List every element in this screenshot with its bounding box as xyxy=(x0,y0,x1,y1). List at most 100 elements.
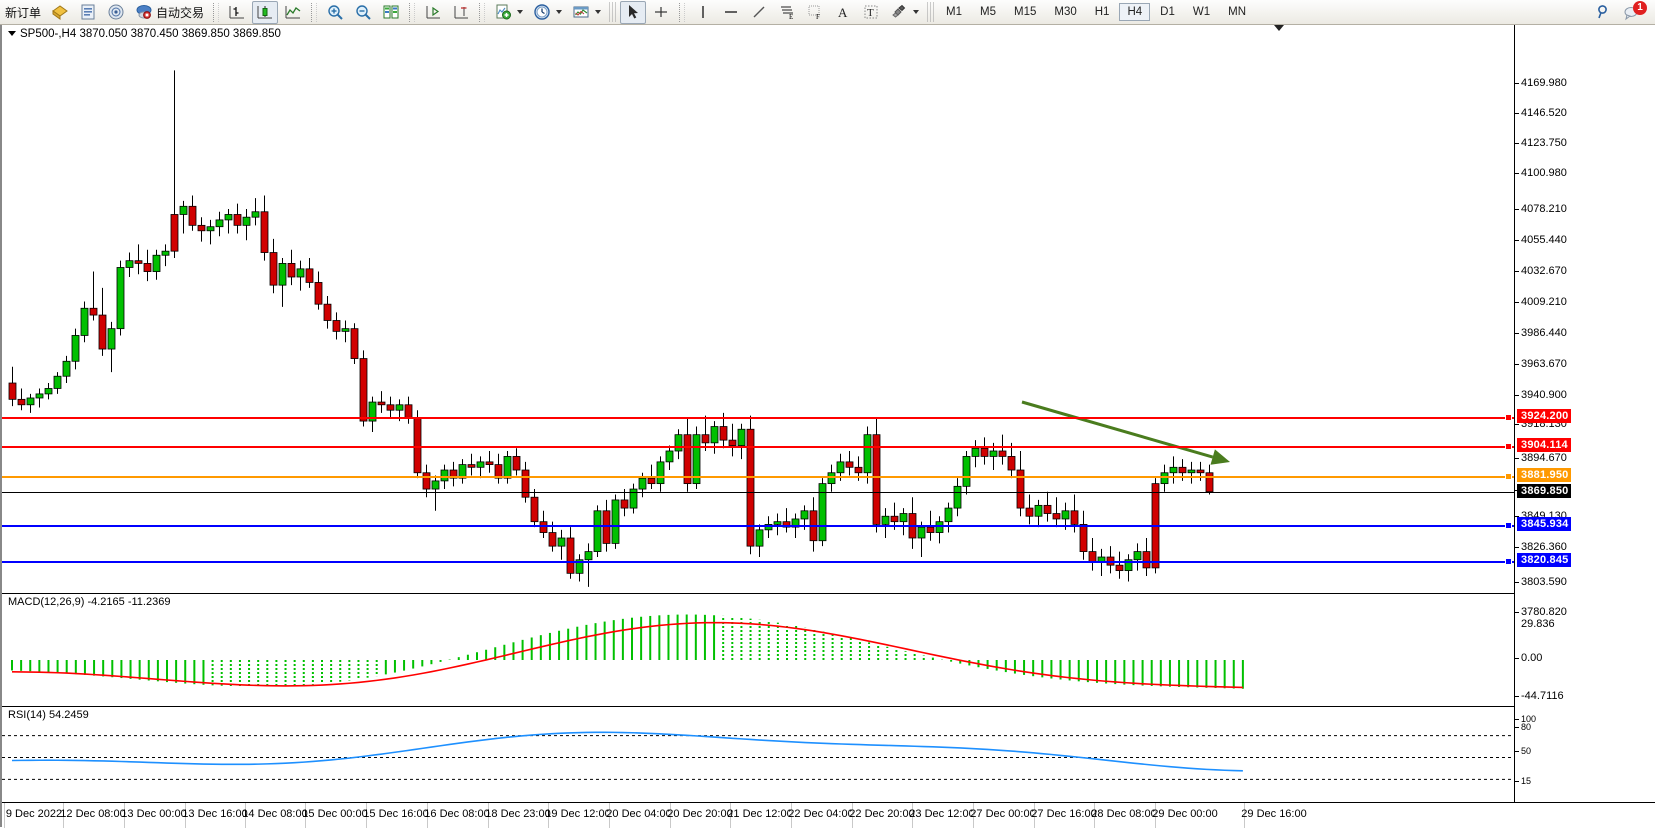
candle xyxy=(746,415,755,555)
alerts-icon[interactable]: 1 xyxy=(1619,0,1647,24)
data-window-icon[interactable] xyxy=(47,1,73,24)
timeframe-mn[interactable]: MN xyxy=(1228,6,1246,18)
horizontal-line-icon[interactable] xyxy=(718,1,744,24)
price-label-entry-line[interactable]: 3881.950 xyxy=(1517,468,1572,482)
candlestick-chart-icon[interactable] xyxy=(252,0,279,24)
price-tick: 4009.210 xyxy=(1515,296,1567,308)
timeframe-m15[interactable]: M15 xyxy=(1014,6,1037,18)
chart-area[interactable]: SP500-,H4 3870.050 3870.450 3869.850 386… xyxy=(0,25,1655,828)
price-label-resistance-2[interactable]: 3904.114 xyxy=(1517,438,1571,452)
candle xyxy=(737,423,746,460)
auto-scroll-icon[interactable] xyxy=(448,1,474,24)
level-line-support-1[interactable] xyxy=(2,525,1514,527)
candle xyxy=(107,321,116,373)
candle xyxy=(773,513,782,536)
text-icon[interactable]: A xyxy=(830,1,856,24)
level-handle-support-2[interactable] xyxy=(1505,558,1512,565)
level-handle-support-1[interactable] xyxy=(1505,522,1512,529)
candle xyxy=(233,203,242,234)
level-handle-resistance-2[interactable] xyxy=(1505,443,1512,450)
trendline-icon[interactable] xyxy=(746,1,772,24)
level-handle-resistance-1[interactable] xyxy=(1505,414,1512,421)
cursor-icon[interactable] xyxy=(620,0,647,24)
market-watch-icon[interactable] xyxy=(103,1,129,24)
price-pane[interactable]: SP500-,H4 3870.050 3870.450 3869.850 386… xyxy=(2,25,1514,590)
level-line-entry-line[interactable] xyxy=(2,476,1514,478)
chevron-down-icon[interactable] xyxy=(556,10,563,14)
timeframe-d1[interactable]: D1 xyxy=(1160,6,1175,18)
candle xyxy=(575,554,584,582)
zoom-out-icon[interactable] xyxy=(350,1,376,24)
equidistant-channel-icon[interactable]: F xyxy=(802,1,828,24)
candle xyxy=(386,396,395,419)
time-tick-label: 27 Dec 16:00 xyxy=(1031,808,1097,820)
candle xyxy=(350,323,359,364)
level-line-resistance-1[interactable] xyxy=(2,417,1514,419)
candle xyxy=(1034,499,1043,528)
fibonacci-icon[interactable]: E xyxy=(774,1,800,24)
price-label-support-1[interactable]: 3845.934 xyxy=(1517,517,1572,531)
chevron-down-icon[interactable] xyxy=(913,10,920,14)
macd-label: MACD(12,26,9) -4.2165 -11.2369 xyxy=(8,596,171,608)
price-label-resistance-1[interactable]: 3924.200 xyxy=(1517,409,1572,423)
price-label-last-price[interactable]: 3869.850 xyxy=(1517,484,1572,498)
timeframe-m30[interactable]: M30 xyxy=(1054,6,1077,18)
time-axis-separator xyxy=(1155,803,1156,828)
price-tick: 4100.980 xyxy=(1515,167,1567,179)
timeframe-h4[interactable]: H4 xyxy=(1119,3,1151,21)
time-tick-label: 23 Dec 12:00 xyxy=(909,808,975,820)
timeframe-h1[interactable]: H1 xyxy=(1094,6,1110,18)
candle xyxy=(341,320,350,343)
zoom-in-icon[interactable] xyxy=(322,1,348,24)
timeframe-w1[interactable]: W1 xyxy=(1192,6,1211,18)
period-icon[interactable] xyxy=(529,1,566,24)
rsi-scale-tick: 80 xyxy=(1515,722,1531,732)
vertical-line-icon[interactable] xyxy=(690,1,716,24)
level-line-resistance-2[interactable] xyxy=(2,446,1514,448)
chart-menu-arrow-icon[interactable] xyxy=(8,31,16,37)
price-axis[interactable]: 4169.980 4146.520 4123.750 4100.980 4078.210… xyxy=(1514,25,1655,802)
candle xyxy=(485,450,494,473)
objects-icon[interactable] xyxy=(886,1,923,24)
navigator-icon[interactable] xyxy=(75,1,101,24)
bar-chart-icon[interactable] xyxy=(224,1,250,24)
candle xyxy=(944,502,953,533)
level-line-last-price[interactable] xyxy=(2,492,1514,493)
candle xyxy=(8,366,17,407)
shift-end-icon[interactable] xyxy=(420,1,446,24)
templates-icon[interactable] xyxy=(568,1,605,24)
label-icon[interactable]: T xyxy=(858,1,884,24)
candle xyxy=(845,450,854,476)
level-line-support-2[interactable] xyxy=(2,561,1514,563)
chevron-down-icon[interactable] xyxy=(595,10,602,14)
price-tick: 3963.670 xyxy=(1515,358,1567,370)
timeframe-m1[interactable]: M1 xyxy=(946,6,963,18)
level-handle-entry-line[interactable] xyxy=(1505,473,1512,480)
time-axis[interactable]: 9 Dec 2022 12 Dec 08:00 13 Dec 00:00 13 Dec… xyxy=(2,802,1655,828)
time-axis-separator xyxy=(609,803,610,828)
crosshair-icon[interactable] xyxy=(648,1,674,24)
rsi-series xyxy=(2,731,1514,780)
scroll-marker-icon xyxy=(1274,25,1284,31)
time-tick-label: 21 Dec 12:00 xyxy=(727,808,793,820)
candle xyxy=(1187,461,1196,484)
toolbar-grip[interactable] xyxy=(927,2,935,22)
add-indicator-icon[interactable] xyxy=(490,1,527,24)
price-label-support-2[interactable]: 3820.845 xyxy=(1517,553,1572,567)
new-order-button[interactable]: 新订单 xyxy=(1,1,45,24)
search-icon[interactable] xyxy=(1591,1,1617,24)
candle xyxy=(125,252,134,277)
rsi-pane[interactable]: RSI(14) 54.2459 xyxy=(2,706,1514,802)
autotrade-button[interactable]: 自动交易 xyxy=(131,1,208,24)
price-tick: 4123.750 xyxy=(1515,137,1567,149)
toolbar-grip[interactable] xyxy=(609,2,617,22)
line-chart-icon[interactable] xyxy=(280,1,306,24)
chevron-down-icon[interactable] xyxy=(517,10,524,14)
tile-windows-icon[interactable] xyxy=(378,1,404,24)
main-toolbar: 新订单 自动交易 xyxy=(0,0,1655,25)
candle xyxy=(881,508,890,538)
macd-pane[interactable]: MACD(12,26,9) -4.2165 -11.2369 xyxy=(2,593,1514,703)
timeframe-m5[interactable]: M5 xyxy=(980,6,996,18)
new-order-label: 新订单 xyxy=(5,5,42,20)
macd-scale-tick: 29.836 xyxy=(1521,618,1555,630)
